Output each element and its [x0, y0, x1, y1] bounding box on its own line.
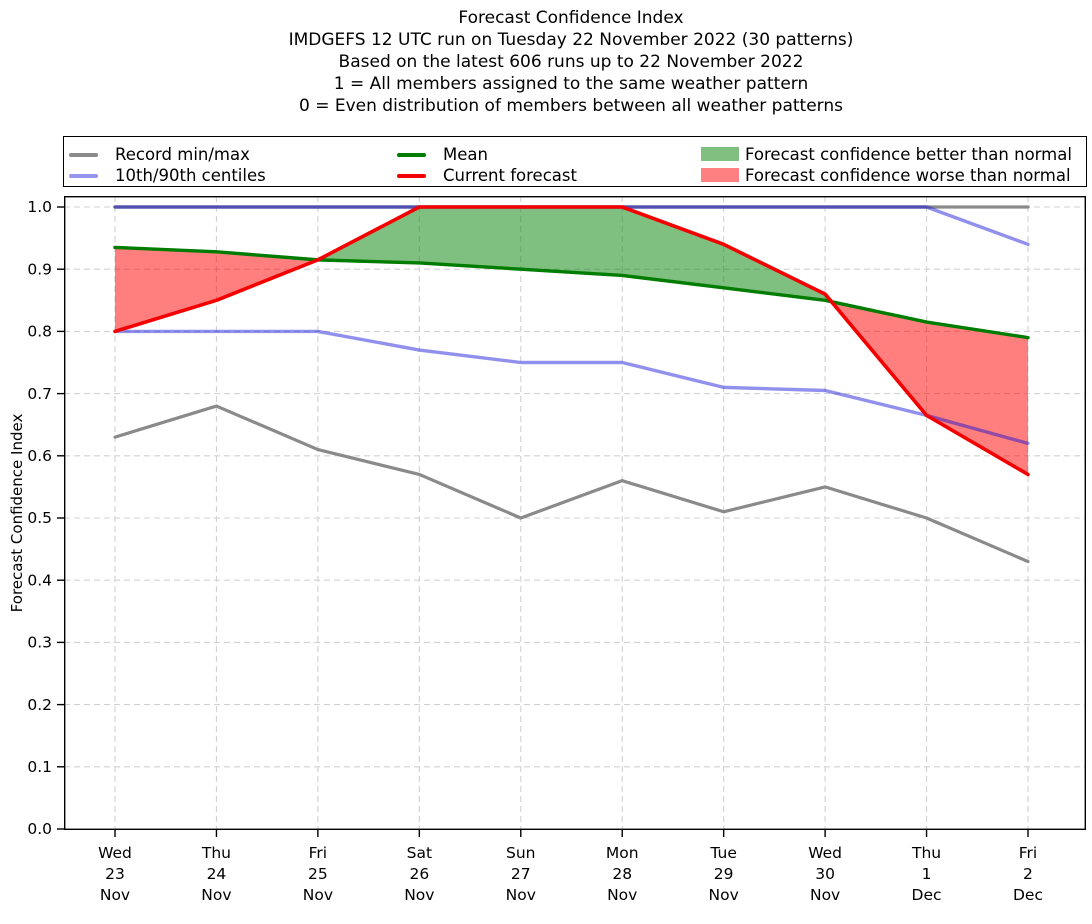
- legend-label: Current forecast: [443, 166, 577, 185]
- legend-label: Record min/max: [115, 145, 250, 164]
- legend-label: 10th/90th centiles: [115, 166, 266, 185]
- svg-text:Fri: Fri: [1019, 844, 1037, 862]
- svg-text:Nov: Nov: [100, 886, 130, 904]
- svg-text:Nov: Nov: [607, 886, 637, 904]
- series-mean: [113, 245, 1030, 340]
- svg-text:25: 25: [308, 865, 328, 883]
- svg-text:Mon: Mon: [606, 844, 639, 862]
- svg-text:Nov: Nov: [709, 886, 739, 904]
- svg-text:0.1: 0.1: [27, 758, 52, 776]
- svg-text:Nov: Nov: [201, 886, 231, 904]
- svg-text:Nov: Nov: [810, 886, 840, 904]
- fill-worse-than-normal: [115, 247, 318, 332]
- better-than-normal-patch-swatch: [701, 147, 739, 161]
- svg-text:Nov: Nov: [506, 886, 536, 904]
- svg-text:Tue: Tue: [709, 844, 736, 862]
- svg-text:29: 29: [714, 865, 734, 883]
- worse-than-normal-patch-swatch: [701, 168, 739, 182]
- legend: Record min/max 10th/90th centiles Mean C…: [63, 136, 1087, 187]
- plot-area: 0.0 0.1 0.2 0.3 0.4 0.5 0.6 0.7 0.8 0.9 1.0 Wed 23 No…: [27, 195, 1086, 904]
- svg-text:0.3: 0.3: [27, 634, 52, 652]
- svg-text:0.5: 0.5: [27, 509, 52, 527]
- series-10th-centile: [113, 329, 1030, 446]
- svg-text:0.6: 0.6: [27, 447, 52, 465]
- fill-worse-than-normal: [831, 301, 1028, 475]
- svg-text:27: 27: [511, 865, 531, 883]
- legend-label: Forecast confidence worse than normal: [745, 166, 1071, 185]
- svg-text:2: 2: [1023, 865, 1033, 883]
- axis-ticks: [57, 206, 1029, 837]
- confidence-fill-regions: [115, 207, 1028, 475]
- record-minmax-line-swatch: [69, 153, 98, 157]
- y-axis-title: Forecast Confidence Index: [8, 413, 26, 613]
- legend-label: Mean: [443, 145, 488, 164]
- svg-text:0.7: 0.7: [27, 385, 52, 403]
- svg-text:Wed: Wed: [808, 844, 842, 862]
- svg-text:26: 26: [409, 865, 429, 883]
- svg-text:Nov: Nov: [404, 886, 434, 904]
- svg-text:Sat: Sat: [407, 844, 432, 862]
- svg-text:Thu: Thu: [201, 844, 231, 862]
- svg-text:Sun: Sun: [506, 844, 536, 862]
- svg-text:1.0: 1.0: [27, 198, 52, 216]
- fill-better-than-normal: [317, 207, 832, 302]
- svg-text:30: 30: [815, 865, 835, 883]
- series-record-min: [113, 404, 1030, 564]
- chart-title-block: Forecast Confidence Index IMDGEFS 12 UTC…: [50, 7, 1092, 117]
- current-forecast-line-swatch: [397, 174, 426, 178]
- svg-text:0.4: 0.4: [27, 571, 52, 589]
- svg-text:Fri: Fri: [309, 844, 327, 862]
- centiles-line-swatch: [69, 174, 98, 178]
- svg-text:23: 23: [105, 865, 125, 883]
- chart-subtitle-run: IMDGEFS 12 UTC run on Tuesday 22 Novembe…: [288, 30, 854, 50]
- axes-frame: [63, 195, 1086, 830]
- svg-text:24: 24: [207, 865, 227, 883]
- chart-subtitle-scale0: 0 = Even distribution of members between…: [298, 96, 844, 116]
- svg-text:1: 1: [922, 865, 932, 883]
- chart-subtitle-scale1: 1 = All members assigned to the same wea…: [333, 74, 809, 94]
- svg-text:28: 28: [612, 865, 632, 883]
- axis-tick-labels: 0.0 0.1 0.2 0.3 0.4 0.5 0.6 0.7 0.8 0.9 1.0 Wed 23 No…: [27, 198, 1043, 904]
- svg-text:Dec: Dec: [1013, 886, 1043, 904]
- svg-text:0.9: 0.9: [27, 260, 52, 278]
- svg-text:0.8: 0.8: [27, 323, 52, 341]
- svg-text:Nov: Nov: [303, 886, 333, 904]
- svg-text:0.2: 0.2: [27, 696, 52, 714]
- svg-text:Thu: Thu: [911, 844, 941, 862]
- chart-subtitle-runs: Based on the latest 606 runs up to 22 No…: [338, 52, 804, 72]
- svg-text:0.0: 0.0: [27, 820, 52, 838]
- svg-text:Wed: Wed: [98, 844, 132, 862]
- chart-title: Forecast Confidence Index: [458, 8, 684, 28]
- series-current-forecast: [113, 205, 1030, 477]
- svg-text:Dec: Dec: [912, 886, 942, 904]
- mean-line-swatch: [397, 153, 426, 157]
- legend-label: Forecast confidence better than normal: [745, 145, 1072, 164]
